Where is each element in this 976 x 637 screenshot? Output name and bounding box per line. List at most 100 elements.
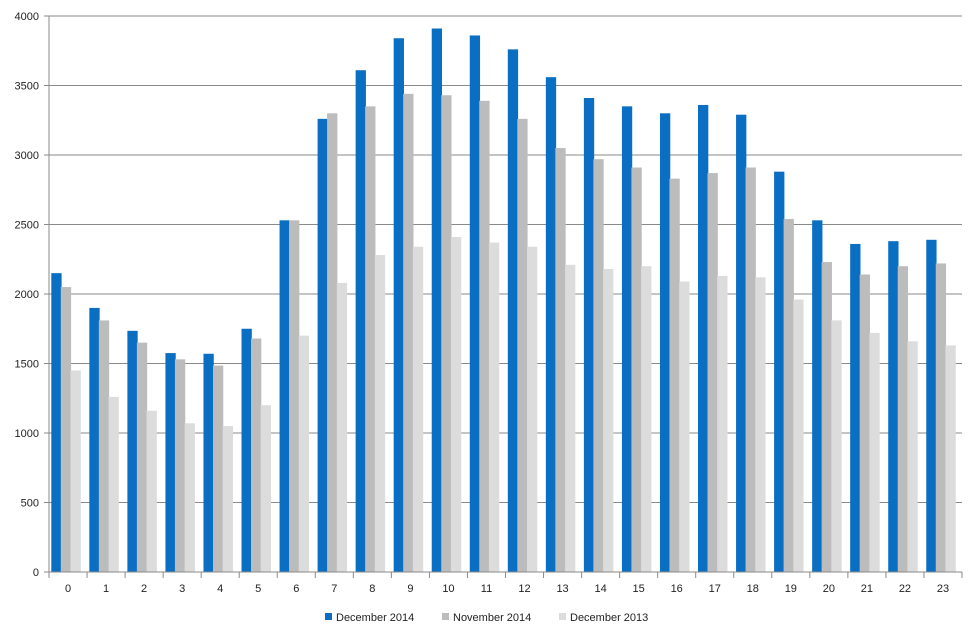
bar <box>212 365 224 572</box>
y-tick-label: 3500 <box>15 81 39 93</box>
bar <box>736 114 747 572</box>
legend-label: November 2014 <box>453 612 531 624</box>
bar <box>298 335 310 572</box>
bar <box>641 266 652 572</box>
bar <box>393 38 404 573</box>
bar <box>431 28 443 572</box>
bar <box>859 274 870 572</box>
bar <box>403 93 414 572</box>
bars <box>51 28 956 573</box>
x-tick-label: 12 <box>518 583 530 595</box>
bar <box>907 341 918 572</box>
bar <box>707 173 718 572</box>
bar <box>70 370 81 572</box>
bar <box>127 330 138 572</box>
bar <box>374 255 386 572</box>
x-tick-label: 19 <box>785 583 797 595</box>
bar <box>783 218 794 572</box>
x-tick-label: 21 <box>861 583 873 595</box>
x-tick-label: 0 <box>65 583 71 595</box>
bar <box>679 281 690 572</box>
bar <box>241 328 252 572</box>
bar <box>60 287 72 572</box>
bar <box>545 77 557 572</box>
bar <box>935 263 947 572</box>
bar <box>317 118 328 573</box>
bar <box>441 95 452 572</box>
x-tick-label: 23 <box>937 583 949 595</box>
x-tick-label: 10 <box>442 583 454 595</box>
bar <box>136 342 148 572</box>
x-tick-label: 11 <box>481 583 492 595</box>
bar <box>184 423 195 572</box>
x-tick-label: 8 <box>369 583 375 595</box>
bar <box>897 266 909 572</box>
x-tick-label: 14 <box>594 583 606 595</box>
y-tick-label: 500 <box>21 498 39 510</box>
bar <box>146 410 157 572</box>
bar <box>203 353 214 572</box>
x-tick-label: 16 <box>671 583 683 595</box>
gridlines <box>49 15 962 503</box>
bar <box>850 243 861 572</box>
x-tick-label: 1 <box>103 583 109 595</box>
legend-swatch <box>442 613 449 620</box>
bar <box>450 237 462 572</box>
bar <box>945 345 956 572</box>
bar <box>821 262 832 572</box>
x-tick-label: 4 <box>217 583 223 595</box>
x-tick-label: 13 <box>556 583 568 595</box>
bar <box>621 106 633 572</box>
x-tick-label: 6 <box>293 583 299 595</box>
bar <box>717 275 728 572</box>
y-tick-label: 0 <box>33 567 39 579</box>
y-tick-label: 1000 <box>15 428 39 440</box>
x-tick-label: 7 <box>331 583 337 595</box>
bar <box>583 98 595 572</box>
bar <box>469 35 481 572</box>
bar <box>98 320 110 572</box>
bar <box>669 178 680 572</box>
bar <box>89 307 100 572</box>
bar <box>108 396 119 572</box>
bar <box>603 268 614 572</box>
bar <box>593 159 604 573</box>
x-tick-label: 17 <box>709 583 721 595</box>
bar <box>365 106 376 572</box>
bar <box>812 220 823 572</box>
bar <box>174 359 186 572</box>
bar <box>507 49 519 573</box>
bar <box>479 100 490 572</box>
bar <box>517 118 528 573</box>
x-tick-label: 20 <box>823 583 835 595</box>
legend-swatch <box>325 613 332 620</box>
bar <box>527 246 538 573</box>
legend-label: December 2013 <box>570 612 648 624</box>
y-tick-label: 1500 <box>15 359 39 371</box>
y-tick-label: 3000 <box>15 150 39 162</box>
bar <box>888 241 899 572</box>
bar <box>412 246 424 573</box>
bar <box>831 320 842 572</box>
bar <box>355 70 366 573</box>
x-tick-label: 3 <box>179 583 185 595</box>
bar <box>279 220 290 572</box>
bar <box>51 273 62 572</box>
bar <box>774 171 785 572</box>
bar <box>926 239 937 573</box>
bar <box>555 148 566 573</box>
bar <box>698 104 709 573</box>
x-tick-label: 2 <box>141 583 147 595</box>
legend: December 2014 November 2014 December 2013 <box>325 612 648 624</box>
legend-label: December 2014 <box>336 612 414 624</box>
x-tick-label: 18 <box>747 583 759 595</box>
x-tick-label: 22 <box>899 583 911 595</box>
bar <box>659 113 671 573</box>
bar <box>745 167 756 572</box>
bar <box>165 353 176 572</box>
bar <box>327 113 338 573</box>
bar <box>869 332 880 572</box>
bar <box>793 299 804 572</box>
